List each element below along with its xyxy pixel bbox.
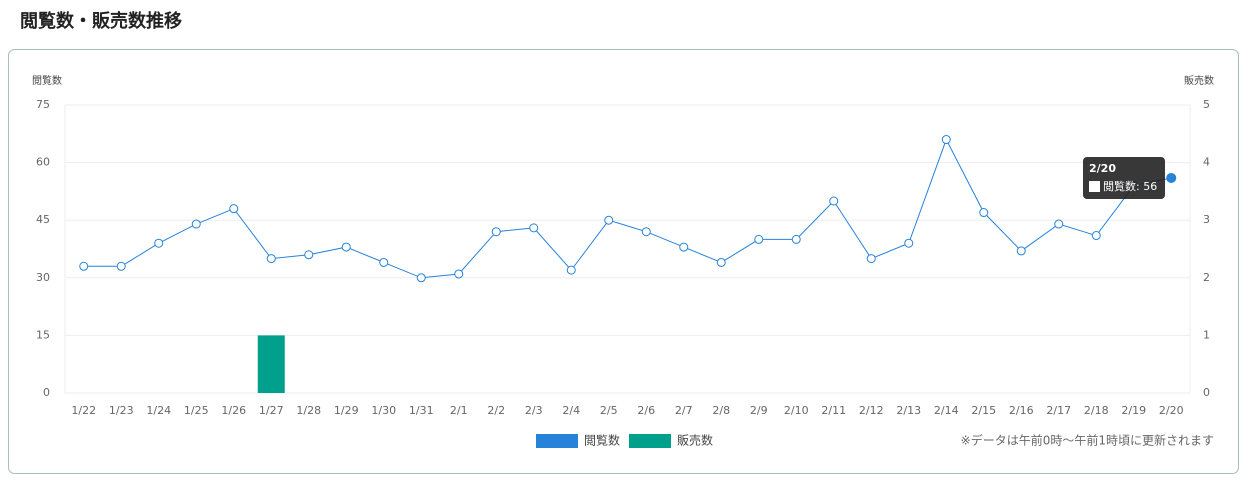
point	[341, 242, 351, 252]
x-tick-label: 2/15	[971, 404, 996, 417]
point	[754, 234, 764, 244]
bar	[257, 335, 285, 393]
point	[304, 250, 314, 260]
y2-tick-label: 4	[1203, 156, 1210, 169]
point	[1054, 219, 1064, 229]
point	[604, 215, 614, 225]
point	[191, 219, 201, 229]
point	[416, 273, 426, 283]
tooltip-box	[1083, 157, 1165, 199]
x-tick-label: 2/4	[562, 404, 580, 417]
y2-tick-label: 2	[1203, 271, 1210, 284]
point	[679, 242, 689, 252]
point	[1091, 231, 1101, 241]
x-tick-label: 1/27	[259, 404, 284, 417]
x-tick-label: 2/12	[859, 404, 884, 417]
y-axis-title: 閲覧数	[32, 74, 62, 87]
legend-label: 閲覧数	[584, 433, 620, 448]
y2-tick-label: 5	[1203, 98, 1210, 111]
tooltip: 2/20 閲覧数: 56	[1083, 157, 1165, 199]
point	[904, 238, 914, 248]
y2-tick-label: 0	[1203, 386, 1210, 399]
x-tick-label: 2/18	[1084, 404, 1109, 417]
x-tick-label: 2/16	[1009, 404, 1034, 417]
x-tick-label: 2/19	[1121, 404, 1146, 417]
x-tick-label: 2/1	[450, 404, 468, 417]
x-tick-label: 2/13	[896, 404, 921, 417]
point	[454, 269, 464, 279]
point	[979, 208, 989, 218]
y-tick-label: 0	[43, 386, 50, 399]
x-tick-label: 2/9	[750, 404, 768, 417]
x-tick-label: 1/31	[409, 404, 434, 417]
point	[491, 227, 501, 237]
x-tick-label: 2/3	[525, 404, 543, 417]
tooltip-title: 2/20	[1089, 162, 1116, 175]
point	[716, 257, 726, 267]
y2-axis-title: 販売数	[1184, 74, 1214, 87]
x-tick-label: 1/23	[109, 404, 134, 417]
tooltip-text: 閲覧数: 56	[1103, 179, 1157, 193]
point	[641, 227, 651, 237]
point	[266, 254, 276, 264]
legend-swatch	[629, 434, 671, 448]
point	[79, 261, 89, 271]
point	[1016, 246, 1026, 256]
point	[1166, 172, 1177, 183]
point	[566, 265, 576, 275]
point	[229, 204, 239, 214]
x-tick-label: 2/8	[712, 404, 730, 417]
point	[529, 223, 539, 233]
x-tick-label: 2/2	[487, 404, 505, 417]
line	[83, 138, 1172, 279]
point	[829, 196, 839, 206]
x-tick-label: 2/20	[1159, 404, 1184, 417]
y-tick-label: 75	[36, 98, 50, 111]
x-tick-label: 2/17	[1046, 404, 1071, 417]
y-tick-label: 15	[36, 328, 50, 341]
point	[941, 135, 951, 145]
x-tick-label: 1/29	[334, 404, 359, 417]
card	[8, 49, 1239, 474]
legend-label: 販売数	[677, 433, 713, 448]
y-tick-label: 60	[36, 156, 50, 169]
x-tick-label: 2/7	[675, 404, 693, 417]
x-tick-label: 1/24	[146, 404, 171, 417]
x-tick-label: 1/22	[71, 404, 96, 417]
page-title: 閲覧数・販売数推移	[20, 10, 182, 32]
x-tick-label: 2/11	[821, 404, 846, 417]
tooltip-swatch	[1089, 181, 1100, 192]
point	[379, 257, 389, 267]
y-tick-label: 30	[36, 271, 50, 284]
note: ※データは午前0時〜午前1時頃に更新されます	[961, 433, 1214, 448]
y-tick-label: 45	[36, 213, 50, 226]
y2-tick-label: 1	[1203, 328, 1210, 341]
x-tick-label: 2/14	[934, 404, 959, 417]
point	[791, 234, 801, 244]
x-tick-label: 2/6	[637, 404, 655, 417]
legend-swatch	[536, 434, 578, 448]
x-tick-label: 1/25	[184, 404, 209, 417]
point	[866, 254, 876, 264]
x-tick-label: 2/5	[600, 404, 618, 417]
x-tick-label: 1/30	[371, 404, 396, 417]
y2-tick-label: 3	[1203, 213, 1210, 226]
x-tick-label: 1/26	[221, 404, 246, 417]
x-tick-label: 1/28	[296, 404, 321, 417]
x-tick-label: 2/10	[784, 404, 809, 417]
point	[154, 238, 164, 248]
point	[116, 261, 126, 271]
